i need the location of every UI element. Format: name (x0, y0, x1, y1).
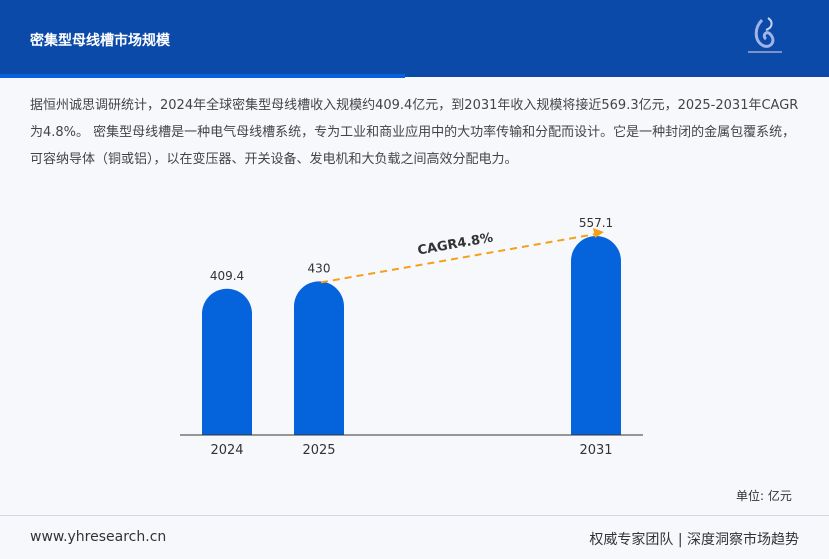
header-accent-line (0, 74, 405, 78)
x-tick-label: 2025 (302, 443, 335, 458)
page-title: 密集型母线槽市场规模 (30, 33, 170, 49)
x-tick-label: 2024 (210, 443, 243, 458)
footer-divider (0, 515, 829, 516)
unit-label: 单位: 亿元 (736, 489, 792, 503)
header (0, 0, 829, 77)
data-label: 430 (308, 261, 331, 275)
bar-2024 (202, 288, 252, 435)
description-text: 据恒州诚思调研统计，2024年全球密集型母线槽收入规模约409.4亿元，到203… (30, 98, 799, 167)
data-label: 409.4 (210, 269, 244, 283)
bar-2031 (571, 236, 621, 435)
arrow-head-icon (593, 228, 604, 238)
data-label: 557.1 (579, 216, 613, 230)
cagr-arrow (320, 233, 597, 284)
footer-slogan: 权威专家团队 | 深度洞察市场趋势 (589, 532, 799, 548)
logo-icon (748, 17, 782, 53)
bar-2025 (294, 281, 344, 435)
x-tick-label: 2031 (579, 443, 612, 458)
website-link[interactable]: www.yhresearch.cn (30, 529, 167, 545)
cagr-annotation: CAGR4.8% (416, 231, 494, 259)
